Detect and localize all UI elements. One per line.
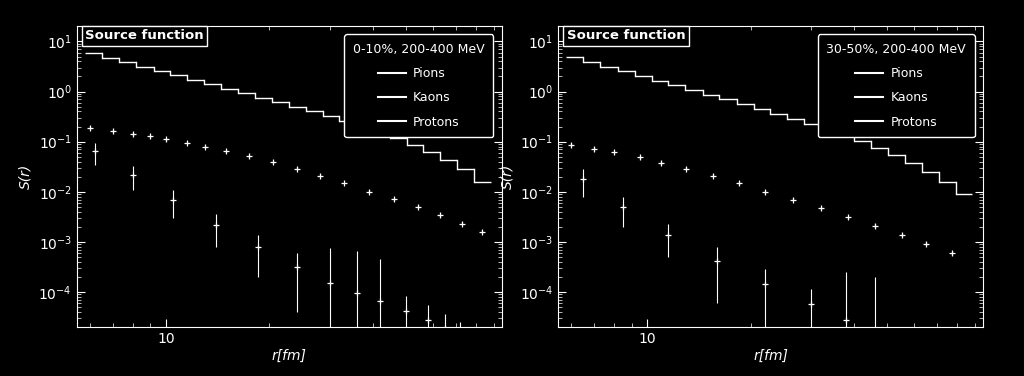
X-axis label: r[fm]: r[fm] xyxy=(753,349,788,363)
Text: Source function: Source function xyxy=(85,29,204,42)
Text: Source function: Source function xyxy=(566,29,685,42)
Legend: Pions, Kaons, Protons: Pions, Kaons, Protons xyxy=(817,34,975,137)
X-axis label: r[fm]: r[fm] xyxy=(271,349,307,363)
Y-axis label: S(r): S(r) xyxy=(500,164,514,190)
Legend: Pions, Kaons, Protons: Pions, Kaons, Protons xyxy=(344,34,494,137)
Y-axis label: S(r): S(r) xyxy=(18,164,33,190)
